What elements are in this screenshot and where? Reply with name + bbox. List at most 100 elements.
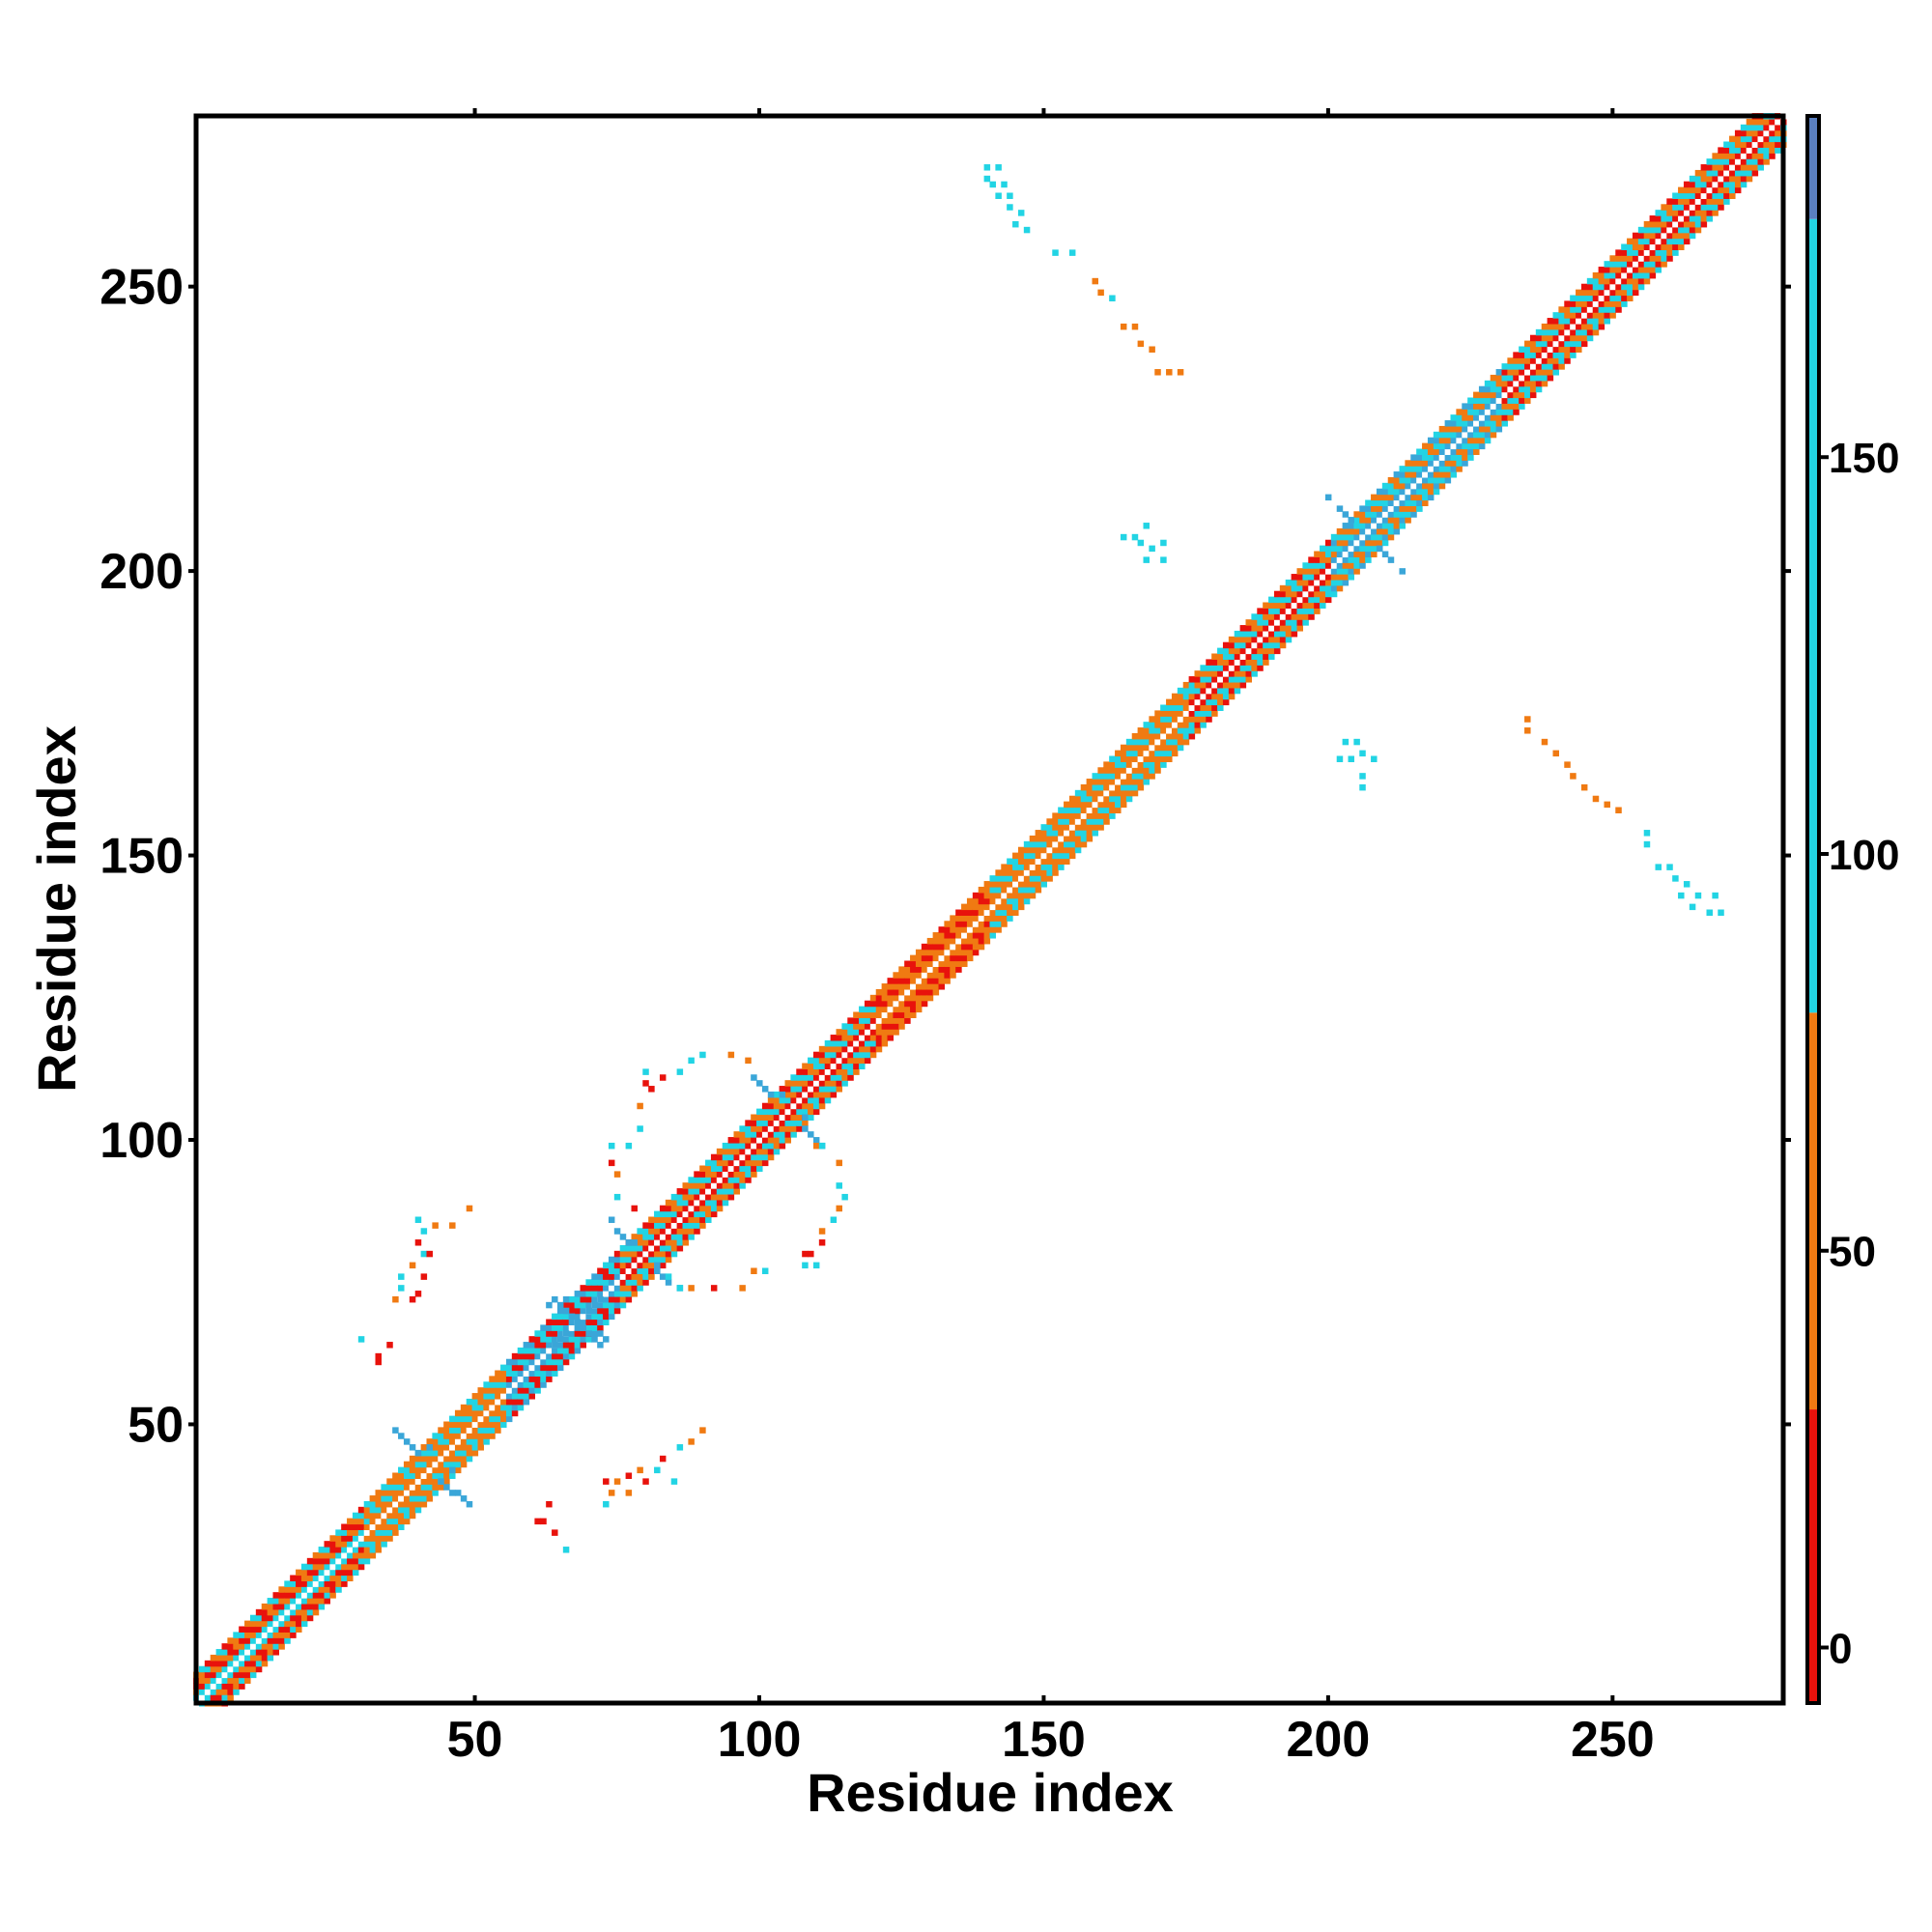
heatmap-cell [1547,374,1554,382]
heatmap-cell [983,886,991,894]
heatmap-cell [352,1551,359,1559]
heatmap-cell [1627,238,1634,245]
heatmap-cell [818,1096,826,1104]
heatmap-cell [1035,846,1042,854]
heatmap-cell [1598,267,1605,273]
heatmap-cell [306,1592,314,1599]
heatmap-cell [1621,249,1628,256]
heatmap-cell [727,1182,735,1189]
heatmap-cell [511,1370,519,1377]
contact-point [688,1285,695,1292]
heatmap-cell [1058,824,1065,831]
heatmap-cell [1410,471,1417,478]
heatmap-cell [1655,210,1662,216]
heatmap-cell [1308,596,1315,604]
heatmap-cell [1206,704,1212,711]
heatmap-cell [363,1506,371,1514]
heatmap-cell [585,1313,592,1321]
heatmap-cell [779,1131,786,1138]
heatmap-cell [523,1347,530,1354]
heatmap-cell [511,1398,519,1406]
heatmap-cell [1291,590,1298,598]
heatmap-cell [1359,551,1366,557]
heatmap-cell [1194,670,1201,677]
heatmap-cell [363,1541,371,1548]
heatmap-cell [989,875,996,882]
heatmap-cell [756,1120,763,1126]
heatmap-cell [1490,431,1497,439]
contact-point [631,1205,638,1212]
heatmap-cell [745,1153,752,1161]
heatmap-cell [659,1262,667,1269]
heatmap-cell [1627,295,1634,301]
heatmap-cell [420,1466,428,1474]
heatmap-cell [1007,858,1013,865]
heatmap-cell [489,1387,496,1394]
heatmap-cell [1285,625,1293,632]
heatmap-cell [546,1347,553,1354]
heatmap-cell [751,1159,757,1167]
heatmap-cell [1200,716,1207,723]
heatmap-cell [796,1125,803,1132]
heatmap-cell [608,1291,615,1297]
heatmap-cell [534,1381,541,1388]
heatmap-cell [1410,476,1417,484]
heatmap-cell [1678,215,1685,222]
heatmap-cell [420,1472,428,1479]
heatmap-cell [1023,869,1031,876]
heatmap-cell [1478,385,1486,393]
heatmap-cell [300,1592,308,1599]
heatmap-cell [1552,352,1559,358]
heatmap-cell [363,1547,371,1553]
heatmap-cell [767,1131,775,1138]
heatmap-cell [1251,659,1258,666]
heatmap-cell [597,1301,604,1309]
heatmap-cell [1103,767,1110,774]
heatmap-cell [926,988,934,996]
heatmap-cell [1763,141,1770,148]
heatmap-cell [1074,818,1082,825]
heatmap-cell [995,875,1002,882]
contact-point [1097,289,1104,297]
heatmap-cell [1666,220,1673,228]
heatmap-cell [517,1398,525,1406]
heatmap-cell [716,1159,724,1167]
heatmap-cell [961,926,968,933]
heatmap-cell [1609,300,1616,307]
heatmap-cell [300,1569,308,1577]
heatmap-cell [1029,875,1037,882]
heatmap-cell [403,1472,411,1479]
heatmap-cell [665,1199,672,1207]
heatmap-cell [710,1188,718,1195]
heatmap-cell [1257,625,1264,632]
heatmap-cell [580,1330,586,1337]
heatmap-cell [1012,903,1019,911]
heatmap-cell [1040,840,1047,848]
heatmap-cell [392,1472,399,1479]
heatmap-cell [312,1592,320,1599]
heatmap-cell [1649,255,1657,262]
heatmap-cell [386,1512,393,1520]
heatmap-cell [1103,761,1110,768]
heatmap-cell [414,1506,422,1514]
heatmap-cell [312,1603,320,1610]
heatmap-cell [511,1381,519,1388]
contact-point [1177,369,1184,376]
heatmap-cell [1462,448,1468,455]
heatmap-cell [1547,346,1554,353]
heatmap-cell [1757,141,1764,148]
heatmap-cell [1757,164,1764,171]
heatmap-cell [739,1148,746,1155]
heatmap-cell [1109,779,1116,785]
heatmap-cell [1393,488,1401,496]
heatmap-cell [1200,681,1207,689]
heatmap-cell [859,1029,866,1036]
heatmap-cell [1513,352,1520,358]
contact-point [637,1102,643,1110]
heatmap-cell [318,1592,326,1599]
contact-point [1712,892,1719,899]
heatmap-cell [694,1210,700,1218]
heatmap-cell [1694,192,1702,199]
heatmap-cell [1007,875,1013,882]
heatmap-cell [1529,357,1537,364]
